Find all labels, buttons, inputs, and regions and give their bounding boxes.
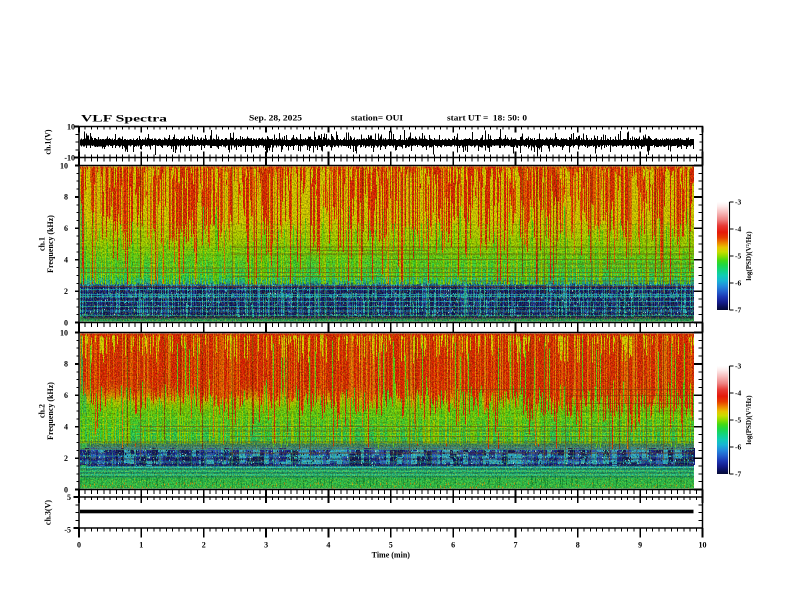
svg-text:ch.1: ch.1 [38, 237, 47, 251]
svg-text:0: 0 [64, 485, 68, 494]
svg-text:log(PSD)(V²/Hz): log(PSD)(V²/Hz) [745, 395, 753, 445]
svg-text:log(PSD)(V²/Hz): log(PSD)(V²/Hz) [745, 231, 753, 281]
svg-text:2: 2 [64, 454, 68, 463]
svg-text:start UT = 18: 50: 0: start UT = 18: 50: 0 [447, 113, 527, 123]
svg-text:-4: -4 [735, 389, 741, 398]
svg-text:station= OUI: station= OUI [351, 113, 404, 123]
svg-text:10: 10 [60, 328, 68, 337]
svg-text:7: 7 [514, 541, 518, 550]
svg-text:1: 1 [139, 541, 143, 550]
svg-text:-6: -6 [735, 279, 741, 288]
svg-text:4: 4 [64, 423, 68, 432]
svg-text:-5: -5 [735, 416, 741, 425]
svg-text:-10: -10 [64, 153, 75, 162]
svg-text:8: 8 [64, 360, 68, 369]
svg-text:10: 10 [699, 541, 707, 550]
svg-text:5: 5 [67, 493, 71, 502]
svg-text:Frequency (kHz): Frequency (kHz) [46, 215, 55, 273]
svg-text:-4: -4 [735, 225, 741, 234]
svg-text:6: 6 [451, 541, 455, 550]
svg-text:6: 6 [64, 391, 68, 400]
svg-text:3: 3 [264, 541, 268, 550]
svg-text:5: 5 [389, 541, 393, 550]
svg-text:Time (min): Time (min) [372, 551, 411, 560]
svg-text:8: 8 [576, 541, 580, 550]
svg-text:Frequency (kHz): Frequency (kHz) [46, 382, 55, 440]
svg-text:2: 2 [64, 287, 68, 296]
svg-text:ch.2: ch.2 [38, 404, 47, 418]
svg-text:9: 9 [638, 541, 642, 550]
svg-text:ch.3(V): ch.3(V) [44, 500, 53, 525]
svg-text:-3: -3 [735, 362, 741, 371]
svg-text:-5: -5 [735, 252, 741, 261]
svg-text:Sep. 28, 2025: Sep. 28, 2025 [249, 113, 302, 123]
svg-text:VLF Spectra: VLF Spectra [81, 115, 167, 125]
svg-text:10: 10 [60, 161, 68, 170]
svg-text:-7: -7 [735, 470, 741, 479]
svg-text:4: 4 [64, 256, 68, 265]
svg-text:10: 10 [67, 122, 75, 131]
svg-text:2: 2 [202, 541, 206, 550]
svg-text:0: 0 [64, 318, 68, 327]
svg-text:6: 6 [64, 224, 68, 233]
svg-text:-7: -7 [735, 306, 741, 315]
svg-text:-5: -5 [64, 525, 71, 534]
svg-text:0: 0 [77, 541, 81, 550]
svg-text:ch.1(V): ch.1(V) [44, 129, 53, 154]
svg-text:8: 8 [64, 193, 68, 202]
svg-text:-3: -3 [735, 198, 741, 207]
svg-text:4: 4 [326, 541, 330, 550]
svg-text:-6: -6 [735, 443, 741, 452]
